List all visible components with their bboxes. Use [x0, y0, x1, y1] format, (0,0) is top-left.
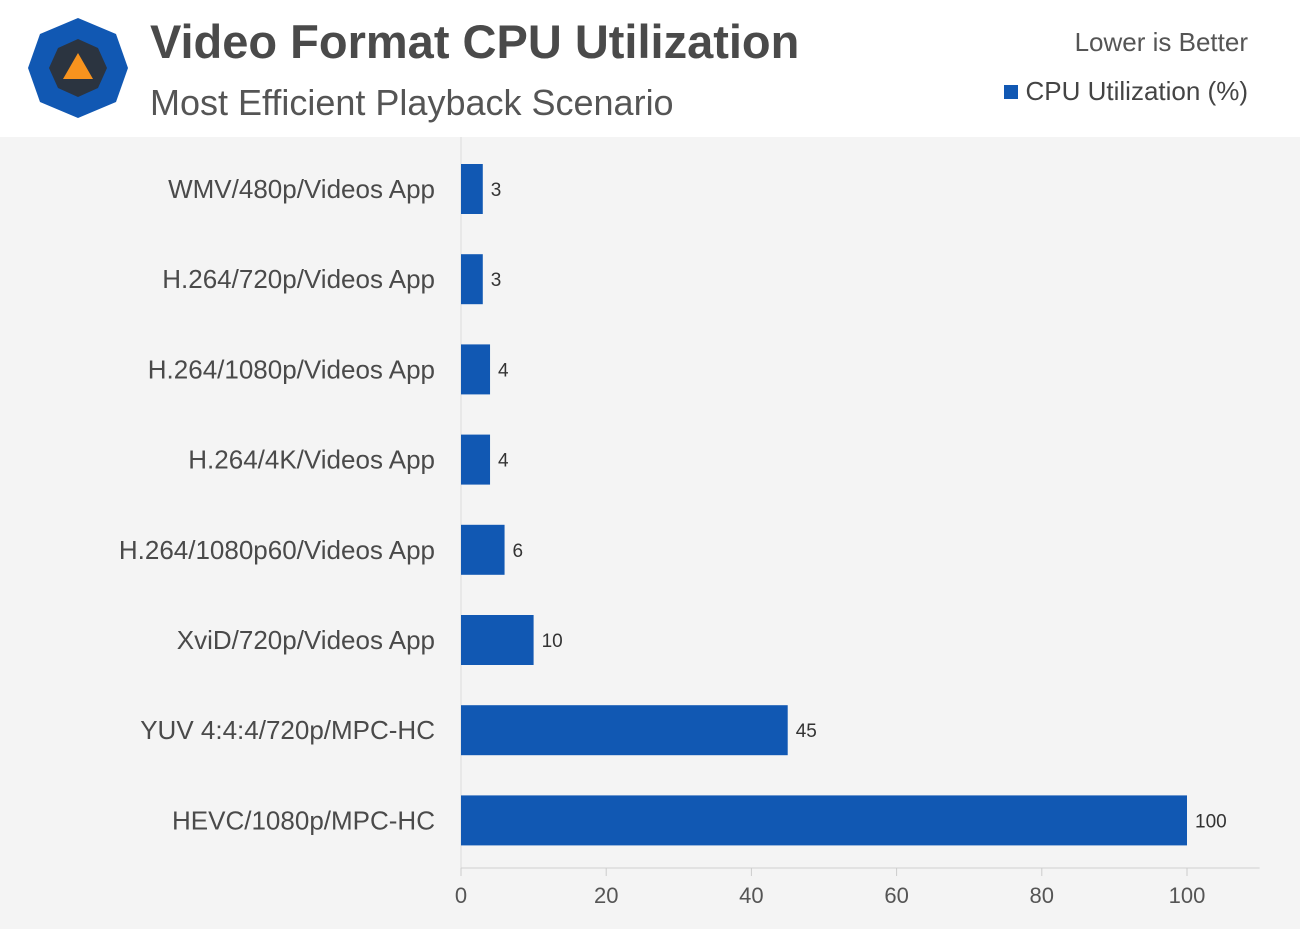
bar [461, 524, 505, 575]
x-tick-label: 100 [1169, 883, 1206, 908]
data-label: 3 [491, 270, 502, 291]
category-label: WMV/480p/Videos App [168, 174, 435, 204]
data-label: 6 [513, 541, 524, 562]
chart-title: Video Format CPU Utilization [150, 15, 800, 68]
data-label: 100 [1195, 811, 1227, 832]
chart-legend: CPU Utilization (%) [1003, 76, 1249, 107]
data-label: 3 [491, 180, 502, 201]
x-tick-label: 0 [455, 883, 467, 908]
lower-is-better-note: Lower is Better [1074, 27, 1248, 57]
chart-header: Video Format CPU Utilization Most Effici… [0, 0, 1300, 137]
category-label: H.264/1080p60/Videos App [119, 535, 435, 565]
x-tick-label: 40 [739, 883, 763, 908]
legend-label: CPU Utilization (%) [1025, 76, 1249, 106]
x-tick-label: 60 [884, 883, 908, 908]
bar-chart: 0 20 40 60 80 100 WMV/480p/Videos App 3 H.264/72… [119, 137, 1260, 908]
data-label: 4 [498, 360, 509, 381]
category-label: H.264/1080p/Videos App [148, 354, 435, 384]
bar [461, 705, 788, 756]
category-label: XviD/720p/Videos App [177, 625, 435, 655]
x-tick-label: 20 [594, 883, 618, 908]
data-label: 45 [796, 721, 817, 742]
techspot-logo-icon [28, 18, 128, 118]
bar [461, 434, 491, 485]
category-label: YUV 4:4:4/720p/MPC-HC [140, 715, 435, 745]
category-label: H.264/4K/Videos App [188, 445, 435, 475]
category-label: H.264/720p/Videos App [162, 264, 435, 294]
data-label: 4 [498, 451, 509, 472]
bar [461, 164, 483, 214]
bar [461, 795, 1187, 846]
bar [461, 344, 491, 395]
legend-swatch [1003, 84, 1018, 99]
chart-subtitle: Most Efficient Playback Scenario [150, 82, 674, 123]
x-tick-label: 80 [1030, 883, 1054, 908]
data-label: 10 [542, 631, 563, 652]
bar [461, 254, 483, 305]
category-label: HEVC/1080p/MPC-HC [172, 805, 435, 835]
bar [461, 615, 534, 665]
